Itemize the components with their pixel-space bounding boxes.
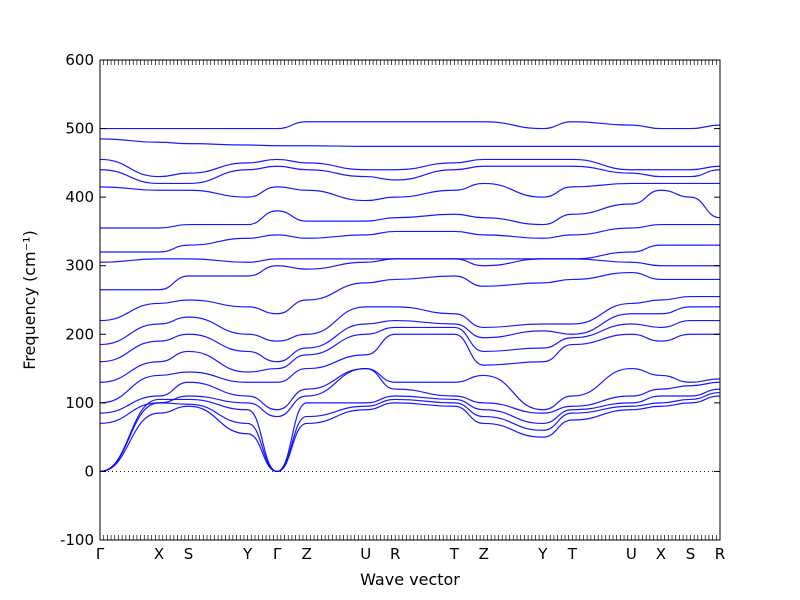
y-tick-label: 100 — [65, 394, 94, 412]
y-tick-label: 600 — [65, 51, 94, 69]
axis-ticks — [99, 59, 721, 541]
x-tick-label: S — [184, 545, 194, 563]
band-line-9 — [99, 295, 720, 346]
y-tick-label: 200 — [65, 325, 94, 343]
y-tick-label: 500 — [65, 120, 94, 138]
band-line-2 — [99, 391, 721, 473]
x-tick-label: R — [390, 545, 400, 563]
x-tick-label: R — [715, 545, 725, 563]
band-line-19 — [100, 121, 721, 130]
x-tick-label: X — [154, 545, 164, 563]
y-tick-label: 400 — [65, 188, 94, 206]
band-line-10 — [99, 271, 720, 322]
x-tick-label: Z — [302, 545, 312, 563]
band-line-3 — [99, 388, 721, 473]
x-tick-label: Γ — [96, 545, 105, 563]
x-tick-label: Γ — [273, 545, 282, 563]
x-tick-label: U — [626, 545, 637, 563]
plot-frame — [99, 59, 721, 541]
x-tick-label: T — [449, 545, 460, 563]
x-tick-label: S — [686, 545, 696, 563]
y-axis-label: Frequency (cm⁻¹) — [20, 230, 39, 369]
band-line-16 — [99, 165, 721, 185]
x-tick-label: Y — [537, 545, 548, 563]
x-tick-label: X — [656, 545, 666, 563]
y-tick-label: 300 — [65, 257, 94, 275]
band-line-18 — [99, 138, 720, 148]
band-lines — [99, 121, 721, 473]
x-tick-label: U — [360, 545, 371, 563]
band-line-8 — [99, 306, 720, 363]
y-tick-labels: -100 0 100 200 300 400 500 600 — [60, 51, 94, 549]
y-tick-label: -100 — [60, 531, 94, 549]
band-line-1 — [99, 395, 721, 473]
band-line-15 — [99, 182, 720, 202]
band-line-13 — [100, 223, 720, 253]
band-line-17 — [99, 158, 721, 178]
x-tick-label: Y — [242, 545, 253, 563]
band-line-6 — [99, 333, 720, 404]
band-line-5 — [99, 367, 721, 414]
x-tick-label: T — [567, 545, 578, 563]
y-tick-label: 0 — [84, 462, 94, 480]
band-line-4 — [99, 367, 721, 425]
band-line-11 — [99, 258, 720, 291]
band-line-14 — [100, 189, 721, 229]
band-line-7 — [99, 319, 720, 383]
x-tick-label: Z — [479, 545, 489, 563]
band-line-12 — [99, 244, 720, 263]
x-axis-label: Wave vector — [360, 570, 460, 589]
